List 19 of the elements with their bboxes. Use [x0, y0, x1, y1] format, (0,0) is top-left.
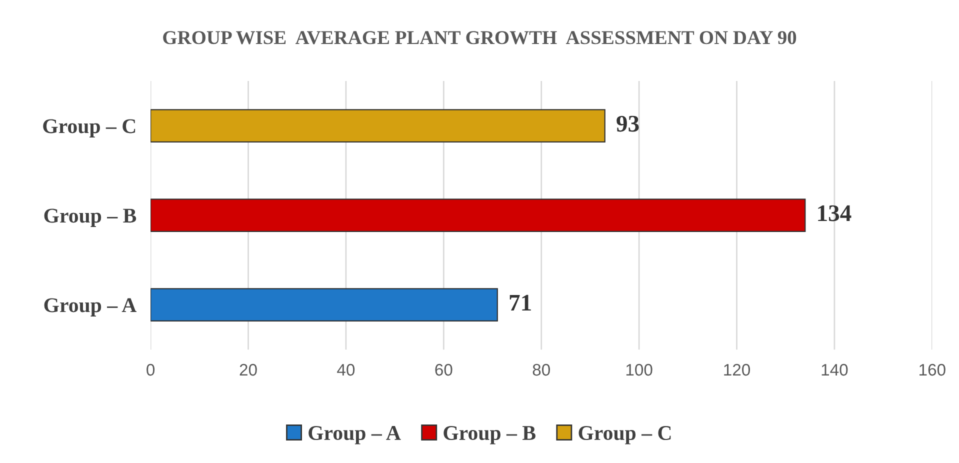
chart-title: GROUP WISE AVERAGE PLANT GROWTH ASSESSMENT ON DAY 90 — [163, 31, 796, 44]
legend-label: Group – B — [444, 426, 536, 444]
y-tick-label: Group – B — [44, 208, 136, 227]
x-tick-label: 100 — [626, 364, 652, 376]
data-label: 71 — [510, 294, 531, 310]
y-tick-label: Group – C — [43, 119, 136, 138]
data-label: 134 — [818, 205, 852, 222]
x-tick-label: 80 — [532, 364, 550, 376]
x-tick-label: 40 — [337, 364, 355, 376]
x-tick-label: 120 — [724, 364, 750, 376]
data-label: 93 — [616, 116, 639, 132]
x-tick-label: 0 — [146, 364, 155, 376]
y-tick-label: Group – A — [44, 298, 137, 316]
x-tick-label: 160 — [920, 364, 946, 376]
legend-label: Group – C — [578, 426, 671, 444]
x-tick-label: 60 — [435, 364, 452, 376]
legend-label: Group – A — [308, 426, 401, 444]
x-tick-label: 140 — [822, 364, 848, 376]
x-tick-label: 20 — [240, 364, 257, 376]
